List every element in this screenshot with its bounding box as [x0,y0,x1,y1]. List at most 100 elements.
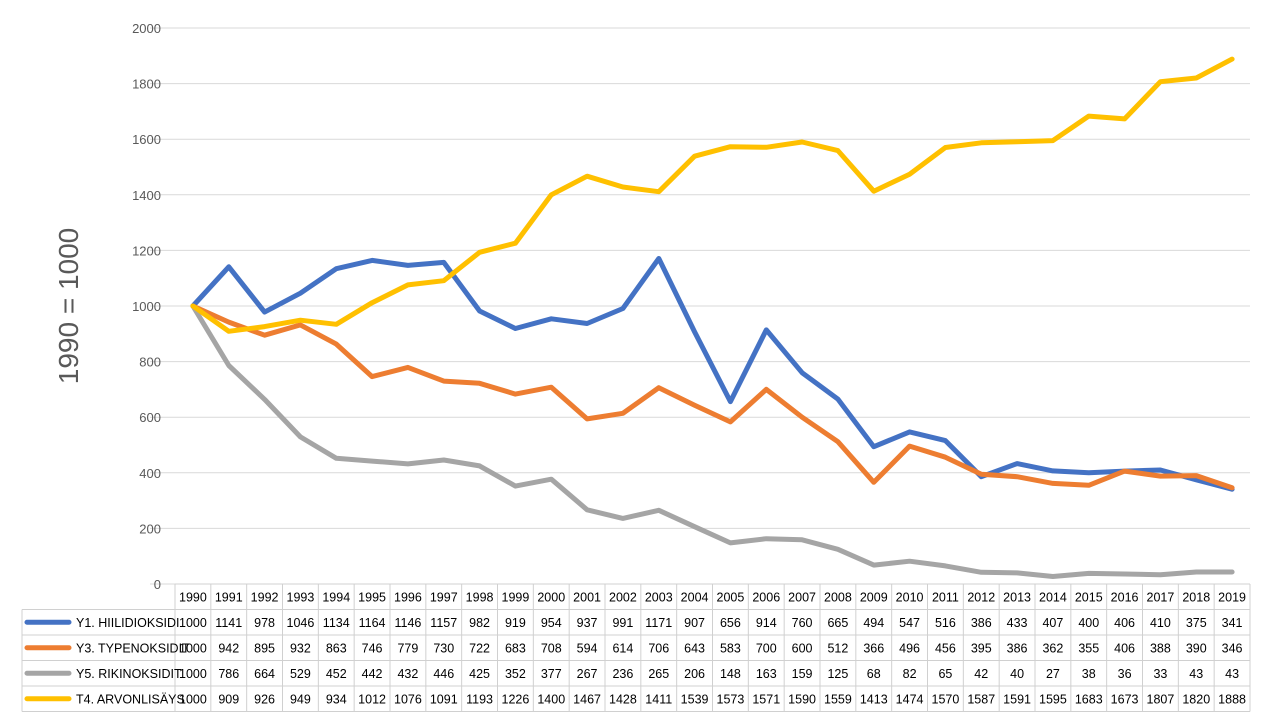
data-label: 1587 [967,692,995,706]
data-label: 395 [971,641,992,655]
data-label: 43 [1225,667,1239,681]
series-line-t4-arvonlis-ys [190,56,1235,334]
data-label: 1413 [860,692,888,706]
data-label: 907 [684,616,705,630]
data-label: 406 [1114,641,1135,655]
data-label: 1571 [752,692,780,706]
data-label: 1428 [609,692,637,706]
data-label: 1193 [466,692,493,706]
data-label: 934 [326,692,347,706]
data-label: 406 [1114,616,1135,630]
data-label: 163 [756,667,777,681]
data-label: 1820 [1182,692,1210,706]
x-tick-label: 2013 [1003,590,1031,604]
data-label: 1012 [358,692,386,706]
data-label: 863 [326,641,347,655]
x-tick-label: 2008 [824,590,852,604]
data-label: 42 [974,667,988,681]
data-label: 33 [1153,667,1167,681]
data-label: 410 [1150,616,1171,630]
data-label: 600 [792,641,813,655]
y-tick-label: 1000 [132,299,161,314]
data-label: 386 [971,616,992,630]
data-label: 1570 [932,692,960,706]
data-label: 496 [899,641,920,655]
data-label: 937 [577,616,598,630]
data-label: 362 [1042,641,1063,655]
data-label: 65 [938,667,952,681]
y-tick-label: 800 [139,355,161,370]
data-label: 1591 [1003,692,1031,706]
data-label: 1474 [896,692,924,706]
series-line-y3-typenoksidit [190,303,1235,491]
data-label: 407 [1042,616,1063,630]
data-label: 346 [1222,641,1243,655]
x-tick-label: 1996 [394,590,422,604]
y-tick-label: 1400 [132,188,161,203]
x-tick-label: 2001 [573,590,601,604]
data-label: 159 [792,667,813,681]
data-label: 991 [612,616,633,630]
data-label: 432 [397,667,418,681]
legend-entry: Y3. TYPENOKSIDIT [76,641,190,655]
data-label: 708 [541,641,562,655]
data-label: 1171 [645,616,672,630]
data-label: 27 [1046,667,1060,681]
data-label: 909 [218,692,239,706]
x-tick-label: 2004 [681,590,709,604]
y-tick-label: 600 [139,410,161,425]
data-label: 236 [612,667,633,681]
data-label: 125 [827,667,848,681]
x-tick-label: 1993 [287,590,315,604]
data-label: 425 [469,667,490,681]
data-label: 1467 [573,692,601,706]
data-label: 926 [254,692,275,706]
data-label: 978 [254,616,275,630]
data-label: 267 [577,667,598,681]
series-line-y5-rikinoksidit [190,303,1235,579]
data-label: 1559 [824,692,852,706]
data-label: 1134 [323,616,350,630]
data-label: 1141 [215,616,242,630]
x-tick-label: 1994 [322,590,350,604]
x-tick-label: 1995 [358,590,386,604]
data-label: 433 [1007,616,1028,630]
data-label: 932 [290,641,311,655]
x-tick-label: 2012 [967,590,995,604]
data-label: 730 [433,641,454,655]
data-label: 355 [1078,641,1099,655]
data-label: 786 [218,667,239,681]
data-label: 36 [1118,667,1132,681]
data-label: 452 [326,667,347,681]
x-tick-label: 2005 [717,590,745,604]
data-label: 1590 [788,692,816,706]
data-label: 446 [433,667,454,681]
data-label: 512 [827,641,848,655]
x-tick-label: 1992 [251,590,279,604]
y-tick-label: 400 [139,466,161,481]
data-label: 919 [505,616,526,630]
x-tick-label: 2019 [1218,590,1246,604]
y-tick-label: 2000 [132,21,161,36]
data-label: 643 [684,641,705,655]
x-tick-label: 2015 [1075,590,1103,604]
data-label: 400 [1078,616,1099,630]
y-tick-label: 1800 [132,77,161,92]
data-label: 388 [1150,641,1171,655]
data-label: 614 [612,641,633,655]
data-label: 1000 [179,667,207,681]
x-tick-label: 2017 [1147,590,1175,604]
x-tick-label: 1998 [466,590,494,604]
data-label: 1539 [681,692,709,706]
x-tick-label: 2009 [860,590,888,604]
data-label: 656 [720,616,741,630]
data-label: 1226 [502,692,530,706]
data-label: 1807 [1147,692,1175,706]
data-label: 1164 [359,616,386,630]
x-tick-label: 2006 [752,590,780,604]
x-tick-label: 2000 [537,590,565,604]
y-tick-label: 200 [139,521,161,536]
data-label: 1595 [1039,692,1067,706]
data-label: 377 [541,667,562,681]
data-label: 341 [1222,616,1243,630]
